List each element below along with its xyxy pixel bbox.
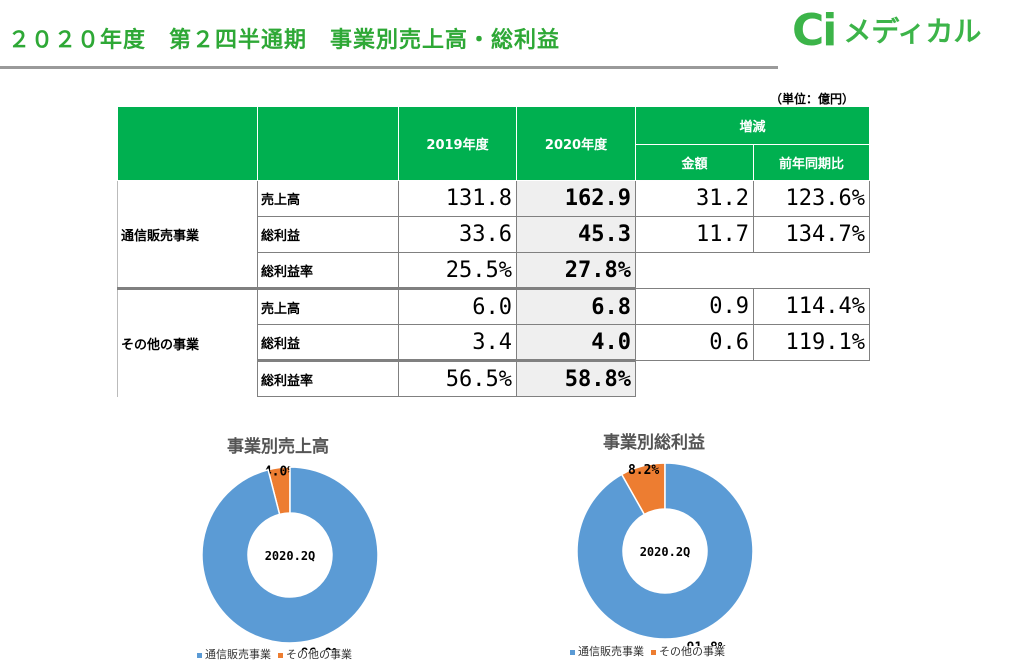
- logo-mark: Ci: [792, 4, 837, 56]
- donut-center-label: 2020.2Q: [640, 545, 691, 559]
- value-yoy: 119.1%: [752, 324, 871, 361]
- header-blank-segment: [117, 106, 258, 181]
- row-label: 総利益: [257, 216, 399, 253]
- table-row: 総利益率 25.5% 27.8%: [118, 252, 870, 290]
- value-amount: 0.6: [635, 324, 754, 361]
- header-2019: 2019年度: [398, 106, 517, 181]
- row-label: 総利益率: [257, 252, 399, 290]
- table-row: 総利益 33.6 45.3 11.7 134.7%: [118, 216, 871, 253]
- legend-marker: [197, 652, 202, 658]
- value-2020: 27.8%: [516, 252, 636, 290]
- table-row: その他の事業 売上高 6.0 6.8 0.9 114.4%: [117, 288, 871, 397]
- value-2020: 4.0: [516, 324, 636, 362]
- title-divider: [0, 66, 778, 69]
- value-yoy: [754, 253, 870, 289]
- donut-slice-0: [201, 466, 379, 644]
- header-amount: 金額: [635, 144, 754, 181]
- donut-data-label-1: 8.2%: [628, 463, 659, 478]
- legend-marker: [278, 652, 283, 658]
- sales-chart-title: 事業別売上高: [227, 437, 329, 457]
- segment-name: 通信販売事業: [117, 180, 258, 290]
- value-yoy: 134.7%: [752, 216, 871, 253]
- value-2020: 58.8%: [516, 360, 636, 397]
- profit-chart-legend: 通信販売事業 その他の事業: [570, 643, 725, 659]
- profit-chart-title: 事業別総利益: [603, 433, 705, 453]
- value-amount: [636, 361, 754, 397]
- row-label: 売上高: [257, 288, 399, 325]
- page-title: ２０２０年度 第２四半通期 事業別売上高・総利益: [8, 28, 561, 53]
- row-label: 売上高: [257, 180, 399, 217]
- value-yoy: 123.6%: [752, 180, 871, 217]
- value-2019: 131.8: [398, 180, 517, 217]
- donut-data-label-0: 91.8%: [687, 640, 726, 646]
- profit-donut-chart: 8.2% 91.8% 2020.2Q: [576, 462, 754, 646]
- value-2019: 56.5%: [398, 360, 517, 397]
- row-label: 総利益: [257, 324, 399, 362]
- unit-label: （単位：億円）: [770, 92, 855, 106]
- value-yoy: 114.4%: [752, 288, 871, 325]
- table-row: 総利益率 56.5% 58.8%: [118, 360, 870, 397]
- value-2019: 25.5%: [398, 252, 517, 290]
- value-2020: 162.9: [516, 180, 636, 217]
- segment-name: その他の事業: [117, 288, 258, 397]
- header-yoy: 前年同期比: [752, 144, 871, 181]
- table-row: 総利益 3.4 4.0 0.6 119.1%: [118, 324, 871, 362]
- legend-entry: その他の事業: [659, 645, 725, 658]
- donut-data-label-1: 4.0%: [264, 465, 295, 480]
- value-yoy: [754, 361, 870, 397]
- legend-marker: [570, 649, 575, 655]
- header-2020: 2020年度: [516, 106, 636, 181]
- logo-text: メディカル: [843, 15, 982, 48]
- value-amount: [636, 253, 754, 289]
- value-2020: 45.3: [516, 216, 636, 253]
- donut-data-label-0: 96.0%: [301, 646, 340, 650]
- sales-donut-chart: 4.0% 96.0% 2020.2Q: [201, 465, 379, 650]
- donut-slice-0: [576, 462, 754, 640]
- sales-chart-legend: 通信販売事業 その他の事業: [197, 646, 352, 662]
- legend-entry: その他の事業: [286, 648, 352, 661]
- legend-entry: 通信販売事業: [578, 645, 644, 658]
- row-label: 総利益率: [257, 360, 399, 397]
- legend-entry: 通信販売事業: [205, 648, 271, 661]
- header-change: 増減: [634, 106, 871, 145]
- value-2019: 3.4: [398, 324, 517, 362]
- financial-table: 2019年度 2020年度 増減 金額 前年同期比 通信販売事業 売上高 131…: [117, 106, 871, 397]
- value-amount: 31.2: [635, 180, 754, 217]
- value-2019: 33.6: [398, 216, 517, 253]
- table-row: 通信販売事業 売上高 131.8 162.9 31.2 123.6%: [117, 180, 871, 290]
- company-logo: Ci メディカル: [782, 0, 1019, 60]
- header-blank-item: [257, 106, 399, 181]
- value-2020: 6.8: [516, 288, 636, 325]
- value-amount: 0.9: [635, 288, 754, 325]
- donut-center-label: 2020.2Q: [265, 549, 316, 563]
- value-amount: 11.7: [635, 216, 754, 253]
- legend-marker: [651, 649, 656, 655]
- value-2019: 6.0: [398, 288, 517, 325]
